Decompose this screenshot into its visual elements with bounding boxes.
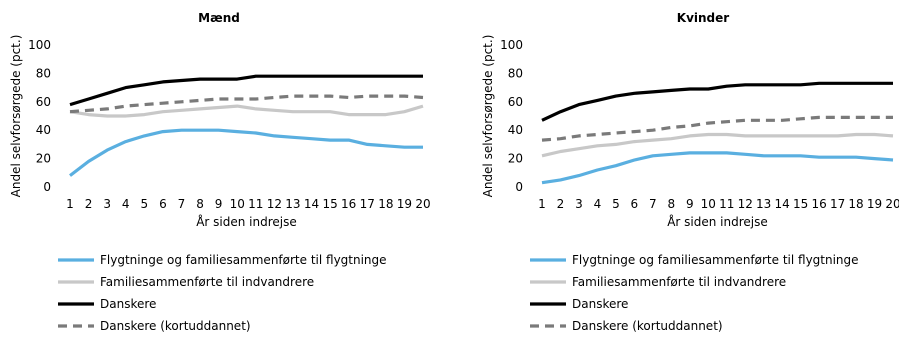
series-line-1 xyxy=(541,132,894,158)
x-tick-label: 6 xyxy=(159,197,167,211)
x-tick-label: 12 xyxy=(738,197,753,211)
x-tick-label: 20 xyxy=(885,197,899,211)
x-tick-label: 16 xyxy=(341,197,356,211)
x-tick-label: 20 xyxy=(415,197,430,211)
x-tick-label: 8 xyxy=(667,197,675,211)
legend-label: Familiesammenførte til indvandrere xyxy=(572,275,786,289)
series-line-1 xyxy=(69,104,424,118)
y-tick-label: 0 xyxy=(515,180,523,194)
x-tick-label: 19 xyxy=(397,197,412,211)
x-tick-label: 19 xyxy=(867,197,882,211)
y-tick-label: 40 xyxy=(36,123,51,137)
chart-title: Kvinder xyxy=(677,11,730,25)
legend-label: Danskere (kortuddannet) xyxy=(572,319,723,333)
x-tick-label: 8 xyxy=(196,197,204,211)
x-tick-label: 1 xyxy=(538,197,546,211)
x-tick-label: 5 xyxy=(612,197,620,211)
y-tick-label: 20 xyxy=(36,152,51,166)
x-tick-label: 15 xyxy=(322,197,337,211)
series-line-3 xyxy=(69,94,424,114)
y-tick-label: 0 xyxy=(43,180,51,194)
x-tick-label: 13 xyxy=(756,197,771,211)
x-tick-label: 18 xyxy=(378,197,393,211)
y-tick-label: 60 xyxy=(508,95,523,109)
series-line-3 xyxy=(541,115,893,142)
y-tick-label: 80 xyxy=(36,66,51,80)
x-tick-label: 11 xyxy=(719,197,734,211)
y-tick-label: 20 xyxy=(508,152,523,166)
x-tick-label: 2 xyxy=(85,197,93,211)
x-tick-label: 3 xyxy=(575,197,583,211)
legend-label: Familiesammenførte til indvandrere xyxy=(100,275,314,289)
x-tick-label: 10 xyxy=(230,197,245,211)
x-tick-label: 3 xyxy=(103,197,111,211)
series-line-2 xyxy=(69,74,423,107)
x-tick-label: 14 xyxy=(304,197,319,211)
x-tick-label: 17 xyxy=(830,197,845,211)
legend-label: Danskere xyxy=(100,297,156,311)
x-axis-label: År siden indrejse xyxy=(667,214,768,229)
x-tick-label: 9 xyxy=(686,197,694,211)
x-tick-label: 17 xyxy=(360,197,375,211)
x-tick-label: 4 xyxy=(122,197,130,211)
x-tick-label: 9 xyxy=(215,197,223,211)
legend-label: Danskere (kortuddannet) xyxy=(100,319,251,333)
x-tick-label: 5 xyxy=(140,197,148,211)
x-tick-label: 4 xyxy=(594,197,602,211)
legend-label: Flygtninge og familiesammenførte til fly… xyxy=(100,253,387,267)
legend-label: Flygtninge og familiesammenførte til fly… xyxy=(572,253,859,267)
y-tick-label: 40 xyxy=(508,123,523,137)
y-axis-label: Andel selvforsørgede (pct.) xyxy=(481,35,495,198)
x-tick-label: 1 xyxy=(66,197,74,211)
x-tick-label: 16 xyxy=(811,197,826,211)
series-line-0 xyxy=(69,128,423,177)
x-tick-label: 7 xyxy=(178,197,186,211)
x-tick-label: 12 xyxy=(267,197,282,211)
x-tick-label: 15 xyxy=(793,197,808,211)
y-tick-label: 60 xyxy=(36,95,51,109)
x-tick-label: 11 xyxy=(248,197,263,211)
x-tick-label: 18 xyxy=(848,197,863,211)
series-line-0 xyxy=(541,151,894,185)
y-tick-label: 100 xyxy=(500,38,523,52)
y-axis-label: Andel selvforsørgede (pct.) xyxy=(9,35,23,198)
x-tick-label: 13 xyxy=(285,197,300,211)
x-tick-label: 2 xyxy=(557,197,565,211)
x-axis-label: År siden indrejse xyxy=(196,214,297,229)
legend-label: Danskere xyxy=(572,297,628,311)
series-line-2 xyxy=(541,81,893,122)
x-tick-label: 10 xyxy=(701,197,716,211)
x-tick-label: 7 xyxy=(649,197,657,211)
chart-title: Mænd xyxy=(198,11,240,25)
x-tick-label: 14 xyxy=(775,197,790,211)
y-tick-label: 80 xyxy=(508,66,523,80)
y-tick-label: 100 xyxy=(28,38,51,52)
x-tick-label: 6 xyxy=(631,197,639,211)
